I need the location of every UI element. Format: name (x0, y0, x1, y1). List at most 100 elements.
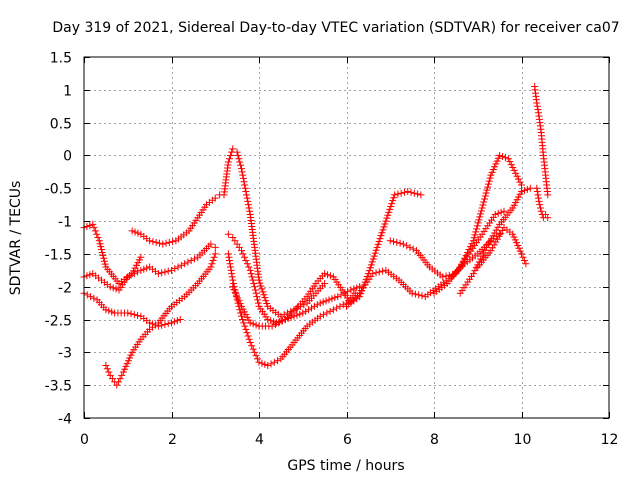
y-tick-label: -4 (58, 412, 72, 428)
data-point (238, 165, 245, 173)
data-point (228, 273, 236, 281)
data-point (487, 235, 495, 243)
data-point (208, 260, 216, 268)
data-point (310, 302, 318, 310)
data-point (152, 238, 160, 246)
data-point (375, 268, 383, 276)
data-point (261, 360, 269, 368)
data-point (127, 310, 135, 318)
data-point (411, 290, 419, 298)
y-tick-label: -2.5 (45, 314, 72, 330)
x-tick-label: 12 (601, 432, 619, 448)
data-point (228, 270, 236, 278)
data-point (258, 285, 266, 293)
data-point (479, 201, 487, 209)
data-point (336, 302, 344, 310)
data-point (146, 319, 154, 327)
data-point (516, 178, 524, 186)
data-point (523, 185, 531, 193)
data-point (308, 304, 315, 312)
data-point (510, 166, 518, 174)
data-point (378, 229, 386, 237)
data-point (369, 255, 377, 263)
data-point (477, 210, 485, 218)
data-point (262, 297, 270, 305)
data-point (393, 238, 401, 246)
data-point (407, 188, 415, 196)
data-point (238, 247, 245, 255)
data-point (100, 257, 108, 265)
data-point (227, 263, 235, 271)
data-point (245, 335, 253, 343)
data-point (334, 293, 342, 301)
data-point (234, 151, 242, 159)
data-point (98, 246, 105, 254)
series-arc-17 (533, 184, 552, 222)
data-point (94, 234, 102, 241)
data-point (244, 197, 252, 205)
data-point (97, 243, 105, 251)
data-point (484, 180, 492, 188)
data-point (496, 151, 504, 159)
data-point (255, 276, 263, 284)
data-point (400, 188, 408, 196)
data-point (149, 238, 157, 246)
data-point (249, 276, 257, 284)
data-point (300, 301, 308, 309)
data-point (238, 168, 246, 176)
data-point (464, 248, 472, 256)
data-point (328, 295, 336, 303)
data-point (190, 255, 198, 263)
data-point (376, 235, 384, 243)
data-point (339, 301, 347, 309)
x-tick-label: 4 (255, 432, 264, 448)
data-point (207, 240, 215, 248)
data-point (247, 270, 255, 278)
data-point (165, 238, 173, 246)
series-arc-16 (531, 83, 552, 199)
data-point (316, 299, 324, 307)
data-point (533, 184, 541, 192)
data-point (473, 222, 481, 230)
data-point (255, 358, 263, 366)
data-point (544, 191, 552, 199)
data-point (483, 186, 491, 194)
data-point (480, 198, 488, 206)
y-tick-label: -2 (58, 281, 72, 297)
data-point (533, 188, 541, 196)
data-point (544, 214, 552, 222)
data-point (238, 312, 245, 320)
data-point (389, 197, 397, 205)
data-point (184, 258, 192, 266)
data-point (459, 257, 467, 265)
data-point (112, 285, 120, 293)
data-point (99, 251, 107, 259)
data-point (461, 254, 469, 262)
data-point (90, 294, 98, 302)
data-point (371, 249, 379, 257)
data-point (518, 181, 525, 189)
data-point (187, 256, 195, 264)
data-point (356, 283, 364, 291)
data-point (102, 306, 110, 314)
data-point (95, 237, 103, 245)
data-point (493, 235, 501, 243)
data-point (324, 271, 332, 279)
data-point (404, 188, 412, 196)
x-tick-label: 6 (343, 432, 352, 448)
data-point (254, 299, 262, 307)
data-point (236, 306, 244, 314)
data-point (512, 169, 520, 177)
y-tick-label: 1.5 (50, 51, 72, 67)
data-point (109, 284, 117, 292)
series-arc-6 (220, 145, 329, 320)
data-point (331, 294, 339, 302)
series-arc-8 (224, 250, 359, 369)
data-point (509, 163, 517, 171)
data-point (476, 213, 484, 221)
data-point (486, 238, 494, 246)
data-point (485, 177, 493, 185)
data-point (168, 266, 175, 274)
data-point (468, 240, 476, 248)
data-point (245, 204, 253, 212)
